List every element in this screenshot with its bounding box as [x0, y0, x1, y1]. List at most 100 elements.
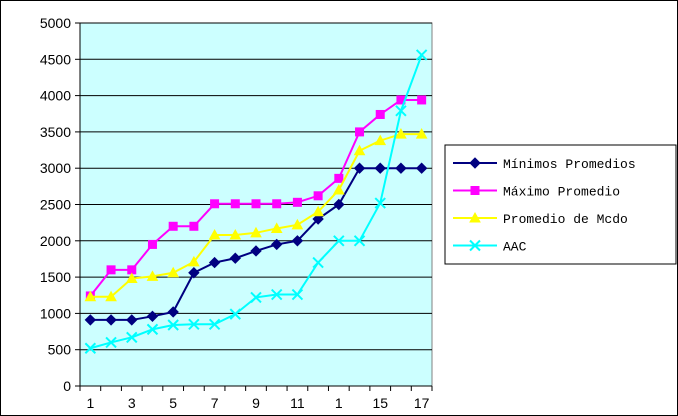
marker-stroke — [415, 49, 428, 61]
data-point — [415, 128, 428, 139]
data-point — [333, 235, 345, 247]
data-point — [415, 49, 428, 61]
series-1 — [84, 162, 428, 326]
x-tick-label: 9 — [252, 395, 260, 411]
data-point — [167, 266, 180, 278]
series-4 — [84, 49, 428, 354]
x-tick-label: 1 — [86, 395, 94, 411]
data-point — [270, 222, 283, 233]
y-tick-label: 500 — [48, 342, 72, 358]
data-point — [291, 288, 304, 301]
data-point — [417, 95, 427, 105]
data-point — [250, 245, 262, 257]
x-tick-label: 5 — [169, 395, 177, 411]
y-tick-label: 5000 — [40, 15, 71, 31]
legend-entry: AAC — [453, 240, 527, 255]
data-point — [353, 144, 366, 156]
legend-marker — [469, 211, 481, 223]
legend-box — [444, 144, 677, 265]
legend-label: Máximo Promedio — [503, 185, 620, 200]
data-point — [333, 198, 345, 211]
marker-stroke — [312, 256, 324, 269]
marker-stroke — [250, 291, 262, 304]
series-layer — [84, 49, 428, 354]
marker-stroke — [208, 318, 221, 330]
data-point — [250, 291, 262, 304]
data-point — [313, 191, 323, 201]
data-point — [229, 228, 242, 240]
data-point — [334, 173, 344, 183]
y-tick-label: 0 — [63, 378, 71, 394]
legend-marker — [470, 186, 480, 195]
y-tick-label: 1500 — [40, 269, 71, 285]
data-point — [395, 105, 407, 117]
series-2 — [85, 95, 427, 301]
marker-stroke — [167, 319, 179, 331]
data-point — [208, 318, 221, 330]
data-point — [105, 290, 117, 302]
marker-stroke — [126, 331, 138, 344]
data-point — [355, 127, 365, 137]
data-point — [229, 308, 242, 320]
data-point — [332, 183, 345, 195]
y-tick-label: 2500 — [40, 197, 71, 213]
data-point — [312, 205, 324, 217]
data-point — [353, 162, 366, 174]
marker-stroke — [229, 308, 242, 320]
data-point — [374, 197, 386, 209]
data-point — [208, 256, 221, 269]
marker-stroke — [146, 323, 159, 336]
marker-stroke — [270, 288, 283, 301]
data-point — [147, 239, 157, 249]
y-tick-label: 4000 — [40, 88, 71, 104]
data-point — [374, 162, 386, 174]
marker-stroke — [333, 235, 345, 247]
gridlines — [80, 22, 432, 351]
data-point — [270, 288, 283, 301]
x-tick-label: 11 — [290, 395, 305, 411]
x-tick-label: 17 — [414, 395, 430, 411]
data-point — [105, 314, 117, 326]
data-point — [395, 128, 407, 139]
data-point — [251, 199, 261, 209]
data-point — [375, 109, 385, 119]
data-point — [210, 199, 220, 209]
data-point — [168, 221, 178, 231]
data-point — [105, 336, 117, 349]
data-point — [291, 235, 304, 247]
data-point — [167, 306, 179, 318]
y-tick-label: 3000 — [40, 160, 71, 176]
data-point — [312, 213, 324, 225]
x-tick-label: 15 — [372, 395, 388, 411]
data-point — [250, 226, 262, 238]
data-point — [126, 331, 138, 344]
legend-label: Mínimos Promedios — [503, 157, 636, 172]
data-point — [106, 265, 116, 275]
y-tick-label: 1000 — [40, 305, 71, 321]
legend-entry: Mínimos Promedios — [453, 157, 636, 172]
y-tick-label: 2000 — [40, 233, 71, 249]
x-tick-label: 7 — [211, 395, 219, 411]
marker-stroke — [188, 318, 200, 330]
legend-label: AAC — [503, 240, 527, 255]
y-tick-label: 4500 — [40, 51, 71, 67]
data-point — [230, 199, 240, 209]
marker-stroke — [291, 288, 304, 301]
data-point — [229, 252, 242, 264]
marker-stroke — [395, 105, 407, 117]
data-point — [125, 272, 138, 284]
x-axis: 1 3 5 7 9 11 1 15 17 — [79, 385, 433, 411]
data-point — [374, 134, 387, 146]
marker-stroke — [353, 235, 366, 247]
legend-marker — [469, 157, 481, 169]
data-point — [84, 290, 97, 302]
marker-stroke — [469, 239, 481, 252]
data-point — [188, 318, 200, 330]
data-point — [353, 235, 366, 247]
data-point — [146, 323, 159, 336]
data-point — [84, 314, 97, 326]
legend-label: Promedio de Mcdo — [503, 212, 628, 227]
data-point — [146, 270, 159, 281]
data-point — [84, 342, 97, 354]
